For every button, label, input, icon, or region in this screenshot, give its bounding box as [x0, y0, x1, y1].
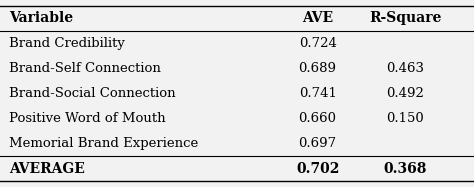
Text: 0.660: 0.660 [299, 112, 337, 125]
Text: Brand-Self Connection: Brand-Self Connection [9, 62, 161, 75]
Text: Brand-Social Connection: Brand-Social Connection [9, 87, 176, 100]
Text: 0.463: 0.463 [386, 62, 424, 75]
Text: 0.702: 0.702 [296, 162, 339, 176]
Text: 0.368: 0.368 [383, 162, 427, 176]
Text: 0.697: 0.697 [299, 137, 337, 150]
Text: 0.492: 0.492 [386, 87, 424, 100]
Text: 0.724: 0.724 [299, 37, 337, 50]
Text: 0.689: 0.689 [299, 62, 337, 75]
Text: Positive Word of Mouth: Positive Word of Mouth [9, 112, 166, 125]
Text: R-Square: R-Square [369, 11, 441, 25]
Text: Variable: Variable [9, 11, 73, 25]
Text: 0.150: 0.150 [386, 112, 424, 125]
Text: AVERAGE: AVERAGE [9, 162, 85, 176]
Text: Memorial Brand Experience: Memorial Brand Experience [9, 137, 199, 150]
Text: Brand Credibility: Brand Credibility [9, 37, 125, 50]
Text: 0.741: 0.741 [299, 87, 337, 100]
Text: AVE: AVE [302, 11, 333, 25]
